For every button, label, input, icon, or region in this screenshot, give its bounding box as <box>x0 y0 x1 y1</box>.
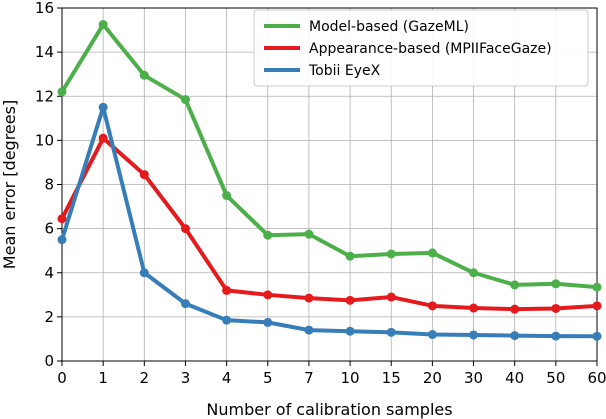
y-tick-label: 2 <box>44 308 54 326</box>
legend-label: Tobii EyeX <box>308 63 381 79</box>
x-tick-label: 60 <box>587 369 606 387</box>
data-point <box>304 293 314 303</box>
data-point <box>139 170 149 180</box>
data-point <box>592 331 602 341</box>
data-point <box>345 251 355 261</box>
data-point <box>510 280 520 290</box>
data-point <box>469 303 479 313</box>
data-point <box>57 87 67 97</box>
data-point <box>263 290 273 300</box>
y-tick-label: 12 <box>35 87 54 105</box>
x-axis-label: Number of calibration samples <box>206 400 452 419</box>
series-line <box>60 136 599 312</box>
x-tick-label: 30 <box>464 369 483 387</box>
data-point <box>386 249 396 259</box>
series <box>57 133 602 314</box>
data-point <box>57 214 67 224</box>
series-lines <box>57 20 602 341</box>
data-point <box>345 326 355 336</box>
series <box>57 102 602 341</box>
x-tick-label: 2 <box>140 369 150 387</box>
data-point <box>98 102 108 112</box>
data-point <box>98 20 108 30</box>
data-point <box>57 235 67 245</box>
x-tick-label: 50 <box>546 369 565 387</box>
x-tick-label: 3 <box>181 369 191 387</box>
x-tick-label: 4 <box>222 369 232 387</box>
x-tick-label: 5 <box>263 369 273 387</box>
data-point <box>551 303 561 313</box>
legend: Model-based (GazeML) Appearance-based (MP… <box>253 9 589 87</box>
x-tick-label: 10 <box>341 369 360 387</box>
data-point <box>139 268 149 278</box>
data-point <box>592 282 602 292</box>
data-point <box>263 230 273 240</box>
data-point <box>469 268 479 278</box>
series-line <box>60 22 599 290</box>
data-point <box>345 295 355 305</box>
series-line <box>60 105 599 339</box>
y-axis-label: Mean error [degrees] <box>0 100 19 269</box>
data-point <box>592 301 602 311</box>
x-tick-label: 20 <box>423 369 442 387</box>
legend-label: Model-based (GazeML) <box>309 19 469 35</box>
x-tick-label: 15 <box>382 369 401 387</box>
data-point <box>98 133 108 143</box>
y-tick-label: 8 <box>44 176 54 194</box>
legend-label: Appearance-based (MPIIFaceGaze) <box>309 41 552 57</box>
data-point <box>386 292 396 302</box>
x-tick-label: 40 <box>505 369 524 387</box>
data-point <box>180 95 190 105</box>
y-tick-label: 6 <box>44 220 54 238</box>
data-point <box>469 330 479 340</box>
data-point <box>304 325 314 335</box>
data-point <box>304 229 314 239</box>
data-point <box>427 301 437 311</box>
data-point <box>510 304 520 314</box>
data-point <box>551 331 561 341</box>
data-point <box>222 191 232 201</box>
legend-box <box>253 9 589 87</box>
y-tick-label: 10 <box>35 131 54 149</box>
y-tick-label: 0 <box>44 352 54 370</box>
series <box>57 20 602 292</box>
data-point <box>139 70 149 80</box>
data-point <box>180 224 190 234</box>
x-tick-label: 7 <box>304 369 314 387</box>
data-point <box>180 299 190 309</box>
data-point <box>551 279 561 289</box>
data-point <box>222 285 232 295</box>
y-tick-label: 16 <box>35 0 54 17</box>
y-tick-label: 4 <box>44 264 54 282</box>
data-point <box>386 327 396 337</box>
data-point <box>427 330 437 340</box>
x-tick-label: 1 <box>98 369 108 387</box>
data-point <box>263 317 273 327</box>
data-point <box>222 315 232 325</box>
data-point <box>427 248 437 258</box>
y-tick-label: 14 <box>35 43 54 61</box>
x-tick-label: 0 <box>57 369 67 387</box>
data-point <box>510 331 520 341</box>
